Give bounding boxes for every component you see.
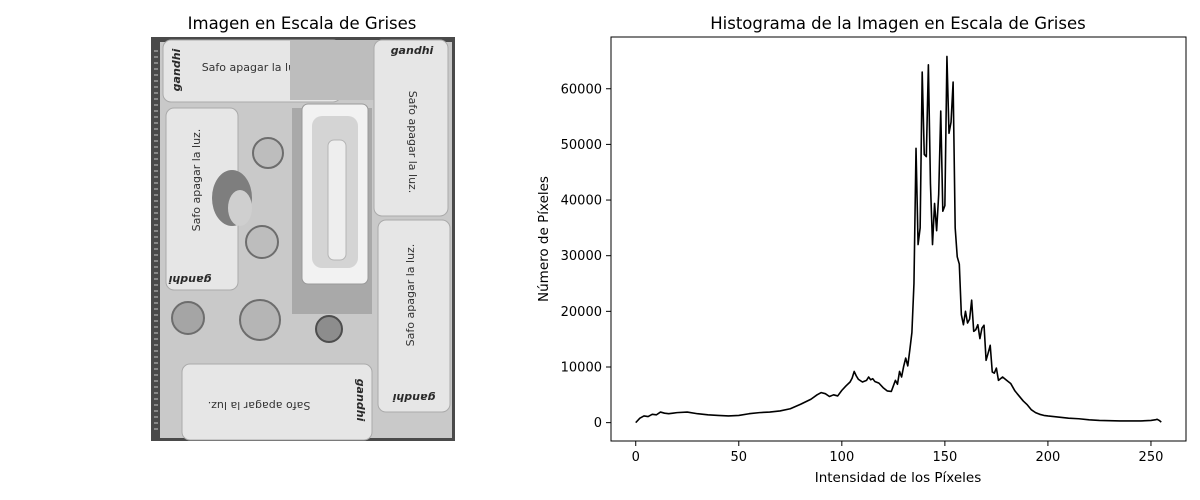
histogram-plot: 0 50 100 150 200 250 0 10000 20000 30000 40000 500…	[561, 36, 1187, 465]
x-tick-label: 150	[932, 450, 957, 465]
x-tick-label: 200	[1036, 450, 1061, 465]
card-right-bottom: Safo apagar la luz. gandhi	[377, 219, 451, 413]
grayscale-image: Safo apagar la luz. gandhi gandhi Safo a…	[151, 37, 455, 441]
y-tick-label: 50000	[561, 138, 602, 153]
coins	[171, 137, 343, 343]
card-right-bottom-label: Safo apagar la luz.	[404, 244, 417, 347]
card-right-top-brand: gandhi	[391, 44, 434, 57]
y-tick-label: 40000	[561, 194, 602, 209]
card-right-top: gandhi Safo apagar la luz.	[373, 39, 449, 217]
y-axis-label: Número de Píxeles	[536, 176, 552, 302]
card-top-brand: gandhi	[170, 48, 183, 91]
y-tick-label: 20000	[561, 305, 602, 320]
card-bottom-label: Safo apagar la luz.	[208, 399, 311, 412]
pen-box	[292, 103, 372, 314]
y-tick-label: 30000	[561, 249, 602, 264]
x-tick-label: 0	[632, 450, 640, 465]
plot-frame	[610, 36, 1187, 442]
y-tick-label: 60000	[561, 82, 602, 97]
y-axis-ticks: 0 10000 20000 30000 40000 50000 60000	[561, 82, 611, 431]
card-bottom-brand: gandhi	[354, 379, 367, 422]
y-tick-label: 10000	[561, 360, 602, 375]
card-bottom: Safo apagar la luz. gandhi	[181, 363, 373, 441]
card-left-brand: gandhi	[168, 273, 211, 286]
histogram-line	[635, 55, 1162, 424]
left-panel-title: Imagen en Escala de Grises	[188, 14, 417, 33]
x-axis-label: Intensidad de los Píxeles	[815, 470, 982, 486]
seashell	[212, 170, 252, 226]
card-top-label: Safo apagar la luz.	[202, 61, 305, 74]
x-tick-label: 50	[731, 450, 748, 465]
y-tick-label: 0	[594, 416, 602, 431]
card-left-label: Safo apagar la luz.	[190, 129, 203, 232]
x-tick-label: 250	[1139, 450, 1164, 465]
x-axis-ticks: 0 50 100 150 200 250	[632, 441, 1164, 465]
x-tick-label: 100	[829, 450, 854, 465]
card-right-bottom-brand: gandhi	[392, 391, 435, 404]
card-right-top-label: Safo apagar la luz.	[406, 91, 419, 194]
chart-title: Histograma de la Imagen en Escala de Gri…	[710, 14, 1086, 33]
